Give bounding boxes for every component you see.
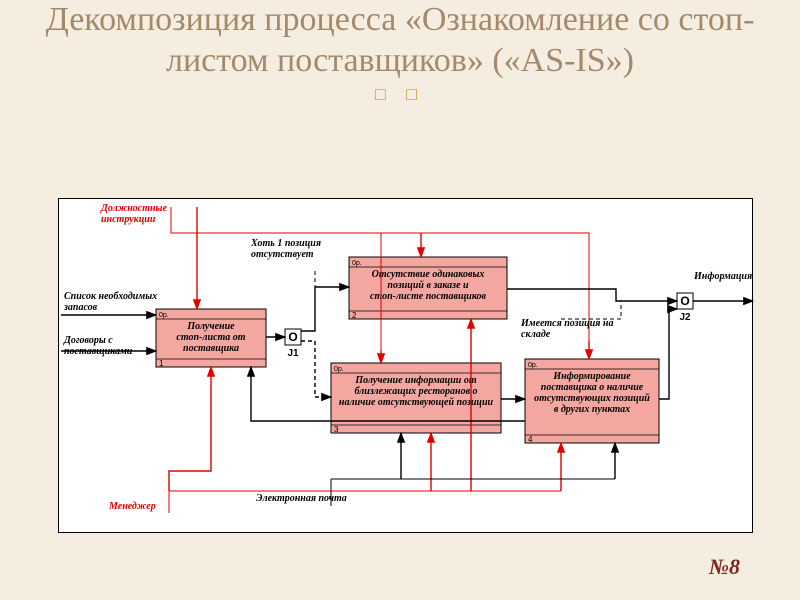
node-n1: 0p.1Получениестоп-листа отпоставщика [156, 309, 266, 368]
idef0-diagram: 0p.1Получениестоп-листа отпоставщика0p.2… [59, 199, 754, 534]
svg-text:J2: J2 [679, 312, 691, 323]
junction-J2: O J2 [677, 293, 693, 323]
svg-text:4: 4 [528, 435, 533, 444]
node-n2: 0p.2Отсутствие одинаковыхпозиций в заказ… [349, 257, 507, 320]
svg-text:Имеется позиция наскладе: Имеется позиция наскладе [520, 318, 613, 340]
svg-text:0p.: 0p. [352, 260, 362, 267]
svg-text:1: 1 [159, 359, 164, 368]
node-n4: 0р.4Информированиепоставщика о наличиеот… [525, 359, 659, 444]
svg-text:J1: J1 [287, 348, 299, 359]
svg-text:0p.: 0p. [159, 312, 169, 319]
svg-text:0p.: 0p. [334, 366, 344, 373]
svg-text:Информация о заказе: Информация о заказе [693, 271, 754, 282]
page-number: №8 [709, 554, 740, 580]
svg-text:Менеджер: Менеджер [108, 501, 156, 512]
diagram-frame: 0p.1Получениестоп-листа отпоставщика0p.2… [58, 198, 753, 533]
junction-J1: O J1 [285, 329, 301, 359]
svg-text:Электронная почта: Электронная почта [256, 493, 347, 504]
svg-text:2: 2 [352, 311, 357, 320]
node-n3: 0p.3Получение информации отблизлежащих р… [331, 363, 501, 434]
svg-text:Договоры споставщиками: Договоры споставщиками [63, 335, 133, 357]
svg-text:Должностныеинструкции: Должностныеинструкции [100, 203, 167, 225]
svg-text:Хоть 1 позицияотсутствует: Хоть 1 позицияотсутствует [250, 238, 321, 260]
title-ornament-icon: □ □ [0, 84, 800, 105]
slide: Декомпозиция процесса «Ознакомление со с… [0, 0, 800, 600]
svg-text:3: 3 [334, 425, 339, 434]
slide-title: Декомпозиция процесса «Ознакомление со с… [0, 0, 800, 82]
svg-text:O: O [680, 294, 689, 308]
svg-text:O: O [288, 330, 297, 344]
svg-text:Список необходимыхзапасов: Список необходимыхзапасов [63, 291, 157, 313]
svg-text:0р.: 0р. [528, 362, 538, 369]
